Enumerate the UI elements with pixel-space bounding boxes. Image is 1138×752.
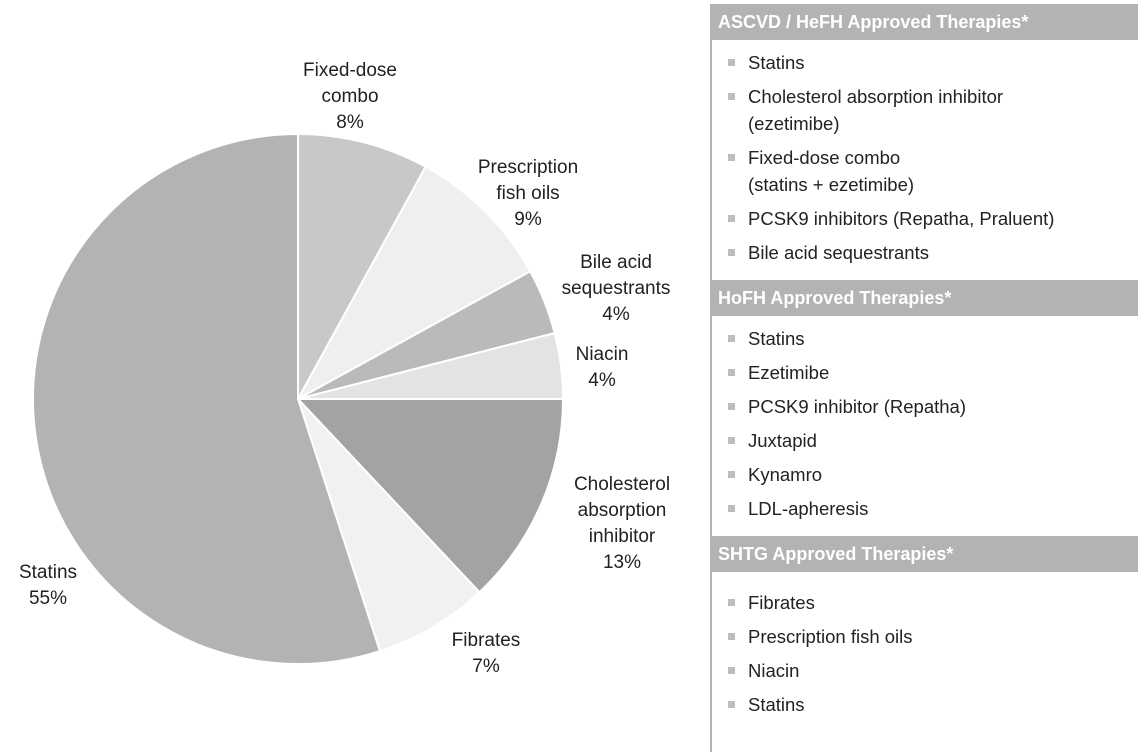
bullet	[728, 249, 735, 256]
list-item: Kynamro	[712, 458, 1138, 492]
list-item: Statins	[712, 46, 1138, 80]
bullet	[728, 633, 735, 640]
pie-chart	[32, 132, 565, 665]
item-text: Ezetimibe	[748, 362, 830, 383]
bullet	[728, 471, 735, 478]
slice-label: Fixed-dose combo 8%	[294, 58, 406, 136]
pie-slice	[32, 132, 382, 665]
pie-slice	[297, 398, 481, 653]
item-text: Prescription fish oils	[748, 626, 913, 647]
item-text: PCSK9 inhibitors (Repatha, Praluent)	[748, 208, 1055, 229]
value-label: 9%	[514, 209, 542, 230]
bullet	[728, 599, 735, 606]
item-text: LDL-apheresis	[748, 498, 869, 519]
pie-slice	[295, 165, 532, 402]
bullet	[728, 403, 735, 410]
bullet	[728, 59, 735, 66]
list-item: Niacin	[712, 654, 1138, 688]
category-label: Fibrates	[451, 630, 521, 651]
list-item: Fixed-dose combo (statins + ezetimibe)	[712, 141, 1138, 202]
value-label: 4%	[602, 304, 630, 325]
list-item: Prescription fish oils	[712, 620, 1138, 654]
section-title: SHTG Approved Therapies*	[712, 536, 1138, 572]
list-item: Statins	[712, 688, 1138, 722]
bullet	[728, 667, 735, 674]
item-text: Juxtapid	[748, 430, 817, 451]
list-item: Juxtapid	[712, 424, 1138, 458]
category-label: Cholesterol absorption inhibitor	[573, 474, 671, 547]
list-item: PCSK9 inhibitors (Repatha, Praluent)	[712, 202, 1138, 236]
bullet	[728, 93, 735, 100]
list-item: Bile acid sequestrants	[712, 236, 1138, 270]
category-label: Statins	[18, 562, 78, 583]
slice-label: Niacin 4%	[552, 342, 652, 394]
item-text: Statins	[748, 52, 805, 73]
slice-label: Prescription fish oils 9%	[463, 155, 593, 233]
list-item: PCSK9 inhibitor (Repatha)	[712, 390, 1138, 424]
item-text: Statins	[748, 694, 805, 715]
value-label: 13%	[602, 552, 642, 573]
slice-label: Cholesterol absorption inhibitor 13%	[557, 472, 687, 576]
item-list: Statins Ezetimibe PCSK9 inhibitor (Repatha…	[712, 316, 1138, 536]
item-list: Statins Cholesterol absorption inhibitor …	[712, 40, 1138, 280]
pie-slice	[297, 132, 428, 400]
item-text: Statins	[748, 328, 805, 349]
slice-label: Bile acid sequestrants 4%	[551, 250, 681, 328]
list-item: Ezetimibe	[712, 356, 1138, 390]
bullet	[728, 437, 735, 444]
bullet	[728, 335, 735, 342]
bullet	[728, 369, 735, 376]
category-label: Niacin	[575, 344, 629, 365]
slice-label: Fibrates 7%	[431, 628, 541, 680]
section-title: ASCVD / HeFH Approved Therapies*	[712, 4, 1138, 40]
list-item: Fibrates	[712, 586, 1138, 620]
list-item: Statins	[712, 322, 1138, 356]
category-label: Bile acid sequestrants	[561, 252, 671, 299]
value-label: 8%	[336, 112, 364, 133]
value-label: 4%	[588, 370, 616, 391]
item-text: Bile acid sequestrants	[748, 242, 929, 263]
item-text: Kynamro	[748, 464, 823, 485]
bullet	[728, 215, 735, 222]
value-label: 55%	[28, 588, 68, 609]
item-text: Cholesterol absorption inhibitor (ezetim…	[748, 86, 1004, 134]
bullet	[728, 701, 735, 708]
item-list: Fibrates Prescription fish oils Niacin Stat…	[712, 572, 1138, 732]
item-text: Niacin	[748, 660, 800, 681]
bullet	[728, 154, 735, 161]
bullet	[728, 505, 735, 512]
item-text: Fibrates	[748, 592, 815, 613]
slice-label: Statins 55%	[0, 560, 98, 612]
therapy-panel: ASCVD / HeFH Approved Therapies* Statins C…	[710, 4, 1138, 752]
item-text: Fixed-dose combo (statins + ezetimibe)	[748, 147, 915, 195]
list-item: LDL-apheresis	[712, 492, 1138, 526]
category-label: Fixed-dose combo	[303, 60, 397, 107]
list-item: Cholesterol absorption inhibitor (ezetim…	[712, 80, 1138, 141]
value-label: 7%	[472, 656, 500, 677]
category-label: Prescription fish oils	[477, 157, 579, 204]
item-text: PCSK9 inhibitor (Repatha)	[748, 396, 966, 417]
section-title: HoFH Approved Therapies*	[712, 280, 1138, 316]
pie-slice	[295, 398, 565, 594]
